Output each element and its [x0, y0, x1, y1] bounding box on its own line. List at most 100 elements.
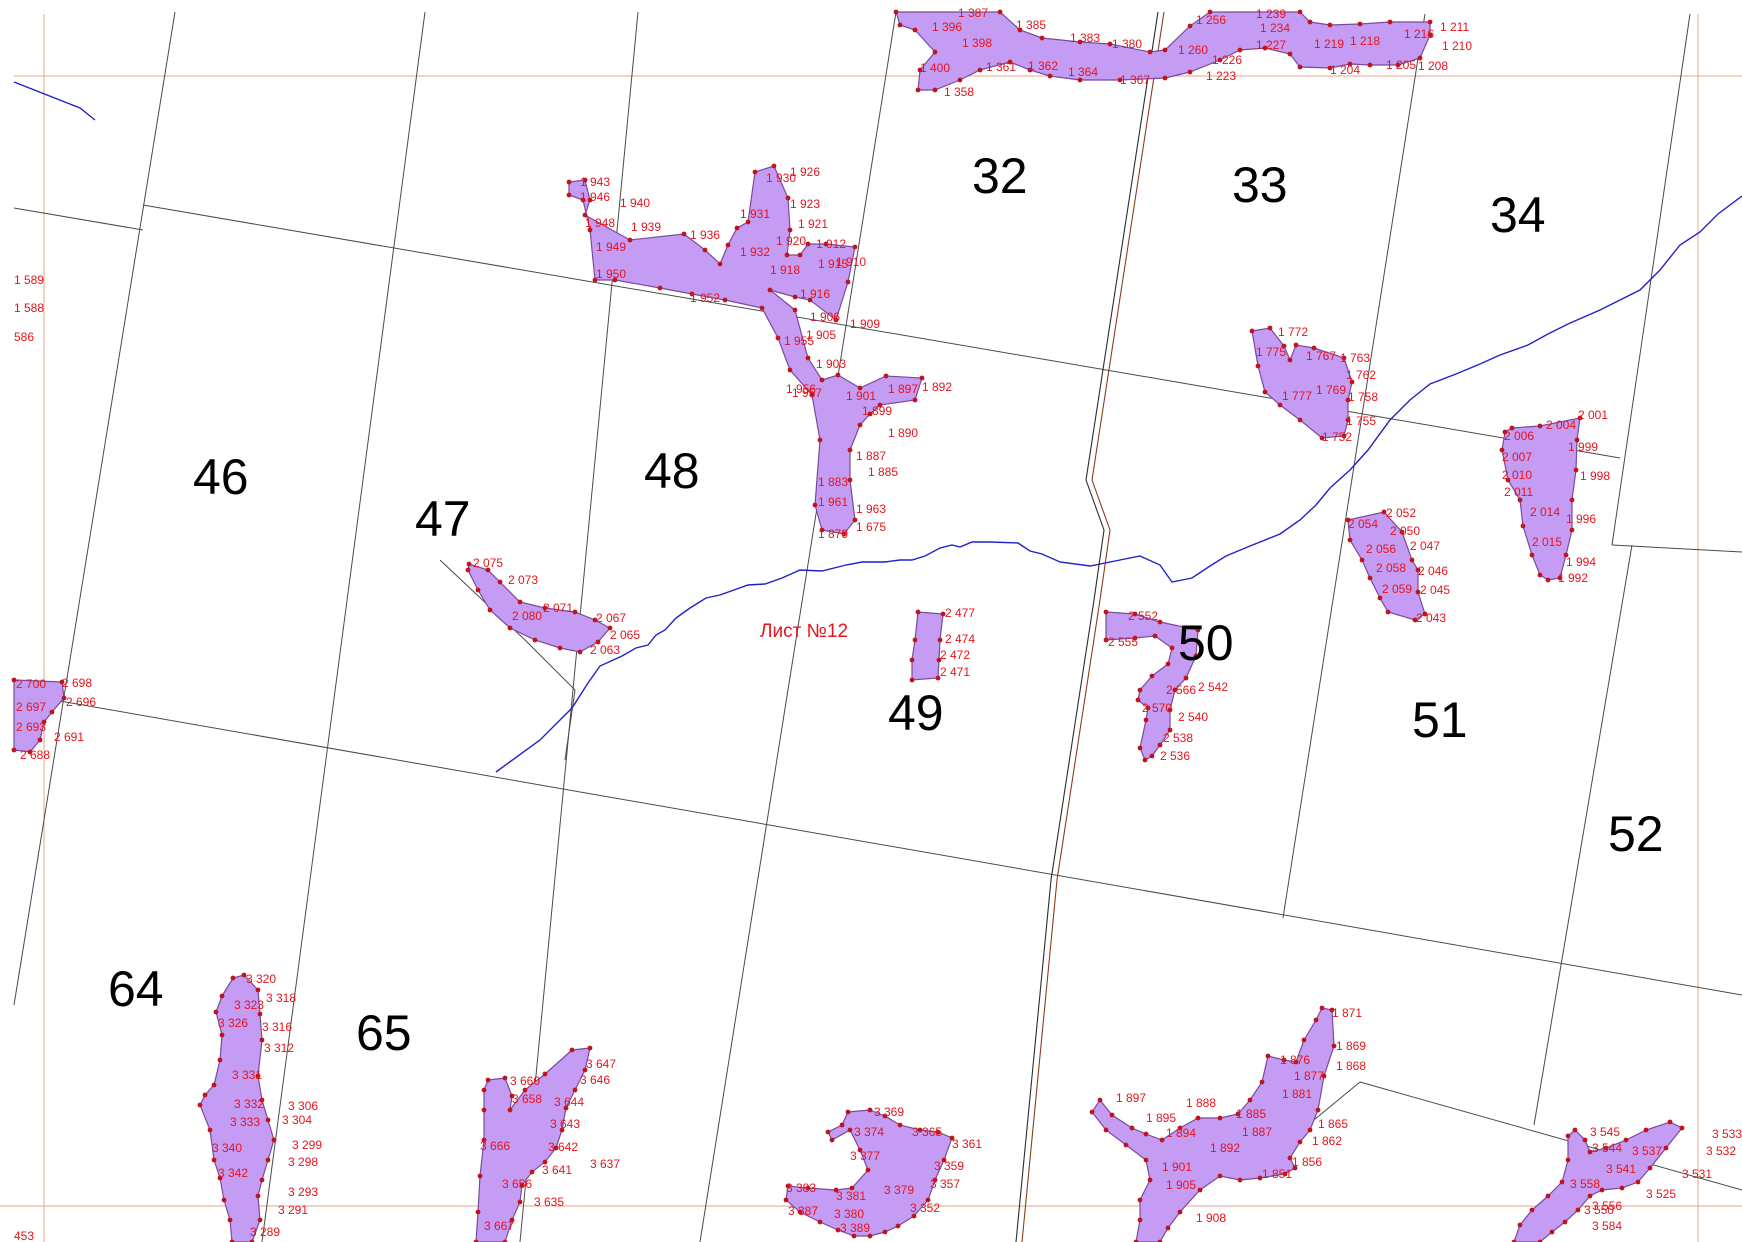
vertex-dot: [833, 317, 839, 323]
vertex-dot: [1313, 1017, 1319, 1023]
land-area-bottom-right[interactable]: [1091, 1007, 1335, 1242]
vertex-dot: [919, 375, 925, 381]
point-label: 1 920: [776, 234, 806, 248]
point-label: 1 949: [596, 240, 626, 254]
point-label: 3 584: [1592, 1219, 1622, 1233]
vertex-dot: [1315, 1107, 1321, 1113]
vertex-dot: [1635, 1179, 1641, 1185]
point-label: 3 326: [218, 1016, 248, 1030]
vertex-dot: [1679, 1125, 1685, 1131]
land-area-65[interactable]: [475, 1047, 591, 1242]
point-label: 1 385: [1016, 18, 1046, 32]
vertex-dot: [1157, 1239, 1163, 1242]
point-label: 1 918: [770, 263, 800, 277]
vertex-dot: [542, 1159, 548, 1165]
land-area-64[interactable]: [199, 974, 275, 1242]
point-label: 1 936: [690, 228, 720, 242]
point-label: 1 752: [1322, 430, 1352, 444]
vertex-dot: [935, 675, 941, 681]
vertex-dot: [532, 637, 538, 643]
point-label: 1 755: [1346, 414, 1376, 428]
vertex-dot: [725, 242, 731, 248]
vertex-dot: [473, 1239, 479, 1242]
point-label: 2 698: [62, 676, 92, 690]
point-label: 3 374: [854, 1125, 884, 1139]
point-label: 3 666: [480, 1139, 510, 1153]
vertex-dot: [1132, 635, 1138, 641]
vertex-dot: [797, 1209, 803, 1215]
boundary-line: [1611, 544, 1742, 553]
vertex-dot: [1137, 745, 1143, 751]
land-area-51[interactable]: [1347, 511, 1426, 621]
land-area-50[interactable]: [1105, 611, 1199, 761]
vertex-dot: [1152, 633, 1158, 639]
vertex-dot: [825, 1129, 831, 1135]
point-label: 3 545: [1590, 1125, 1620, 1139]
point-label: 1 932: [740, 245, 770, 259]
vertex-dot: [1574, 437, 1580, 443]
vertex-dot: [509, 1093, 515, 1099]
point-label: 3 389: [840, 1221, 870, 1235]
point-label: 3 312: [264, 1041, 294, 1055]
vertex-dot: [819, 527, 825, 533]
vertex-dot: [1587, 1149, 1593, 1155]
vertex-dot: [41, 719, 47, 725]
vertex-dot: [1249, 328, 1255, 334]
point-label: 2 043: [1416, 611, 1446, 625]
point-label: 1 996: [1566, 512, 1596, 526]
vertex-dot: [1077, 39, 1083, 45]
vertex-dot: [835, 1227, 841, 1233]
vertex-dot: [1247, 1097, 1253, 1103]
vertex-dot: [792, 307, 798, 313]
point-label: 2 536: [1160, 749, 1190, 763]
boundary-line: [261, 11, 426, 1242]
land-area-bottom-mid[interactable]: [785, 1109, 953, 1237]
vertex-dot: [1517, 497, 1523, 503]
vertex-dot: [1297, 9, 1303, 15]
vertex-dot: [217, 1057, 223, 1063]
land-area-far-right[interactable]: [1513, 1121, 1683, 1242]
vertex-dot: [1559, 1179, 1565, 1185]
vertex-dot: [595, 639, 601, 645]
vertex-dot: [557, 645, 563, 651]
vertex-dot: [1123, 1142, 1129, 1148]
vertex-dot: [27, 749, 33, 755]
land-area-49[interactable]: [911, 611, 944, 681]
parcel-number: 49: [888, 685, 944, 741]
point-label: 3 293: [288, 1185, 318, 1199]
vertex-dot: [1167, 727, 1173, 733]
point-label: 1 589: [14, 273, 44, 287]
point-label: 1 777: [1282, 389, 1312, 403]
vertex-dot: [1385, 609, 1391, 615]
vertex-dot: [1347, 61, 1353, 67]
land-area-34[interactable]: [1501, 417, 1581, 581]
vertex-dot: [792, 294, 798, 300]
vertex-dot: [936, 657, 942, 663]
vertex-dot: [1537, 1239, 1543, 1242]
vertex-dot: [1545, 577, 1551, 583]
vertex-dot: [475, 587, 481, 593]
vertex-dot: [249, 1239, 255, 1242]
boundary-line: [1533, 544, 1633, 1126]
vertex-dot: [1143, 1131, 1149, 1137]
point-label: 3 644: [554, 1095, 584, 1109]
point-label: 1 362: [1028, 59, 1058, 73]
point-label: 2 015: [1532, 535, 1562, 549]
vertex-dot: [1409, 557, 1415, 563]
vertex-dot: [1195, 1115, 1201, 1121]
vertex-dot: [1262, 389, 1268, 395]
vertex-dot: [1293, 342, 1299, 348]
point-label: 2 540: [1178, 710, 1208, 724]
vertex-dot: [580, 197, 586, 203]
vertex-dot: [932, 1177, 938, 1183]
point-label: 2 477: [945, 606, 975, 620]
vertex-dot: [1341, 433, 1347, 439]
vertex-dot: [805, 241, 811, 247]
vertex-dot: [1257, 1175, 1263, 1181]
point-label: 1 588: [14, 301, 44, 315]
point-label: 2 688: [20, 748, 50, 762]
vertex-dot: [1137, 1197, 1143, 1203]
point-label: 3 298: [288, 1155, 318, 1169]
vertex-dot: [1135, 697, 1141, 703]
